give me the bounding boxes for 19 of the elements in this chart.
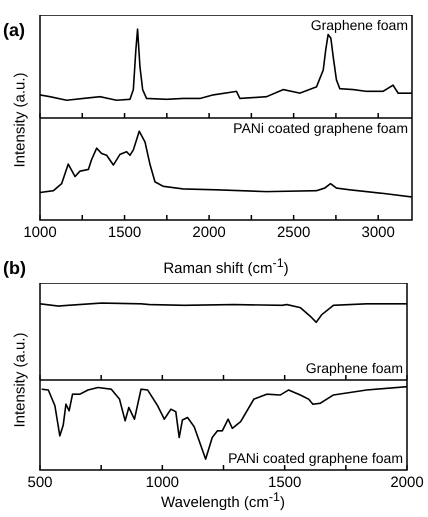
x-tick-label: 2000 bbox=[390, 474, 424, 492]
x-axis-title: Raman shift (cm$^{-1}$) bbox=[163, 256, 289, 277]
x-tick-label: 1000 bbox=[146, 474, 180, 492]
x-tick-label: 1500 bbox=[268, 474, 302, 492]
x-tick-label: 1000 bbox=[23, 224, 57, 242]
text: (b) bbox=[3, 258, 26, 279]
y-axis-title: Intensity (a.u.) bbox=[12, 72, 28, 168]
text: (a) bbox=[3, 20, 25, 41]
x-tick-label: 2000 bbox=[192, 224, 226, 242]
x-tick-label: 3000 bbox=[361, 224, 395, 242]
series-label: PANi coated graphene foam bbox=[228, 450, 403, 466]
text: PANi coated graphene foam bbox=[233, 120, 408, 136]
x-axis-title: Wavelength (cm$^{-1}$) bbox=[161, 490, 285, 511]
text: Graphene foam bbox=[306, 360, 403, 376]
y-axis-title: Intensity (a.u.) bbox=[12, 332, 28, 428]
x-tick-label: 500 bbox=[27, 474, 53, 492]
x-tick-label: 2500 bbox=[276, 224, 310, 242]
series-label: Graphene foam bbox=[310, 16, 408, 33]
x-tick-label: 1500 bbox=[108, 224, 142, 242]
